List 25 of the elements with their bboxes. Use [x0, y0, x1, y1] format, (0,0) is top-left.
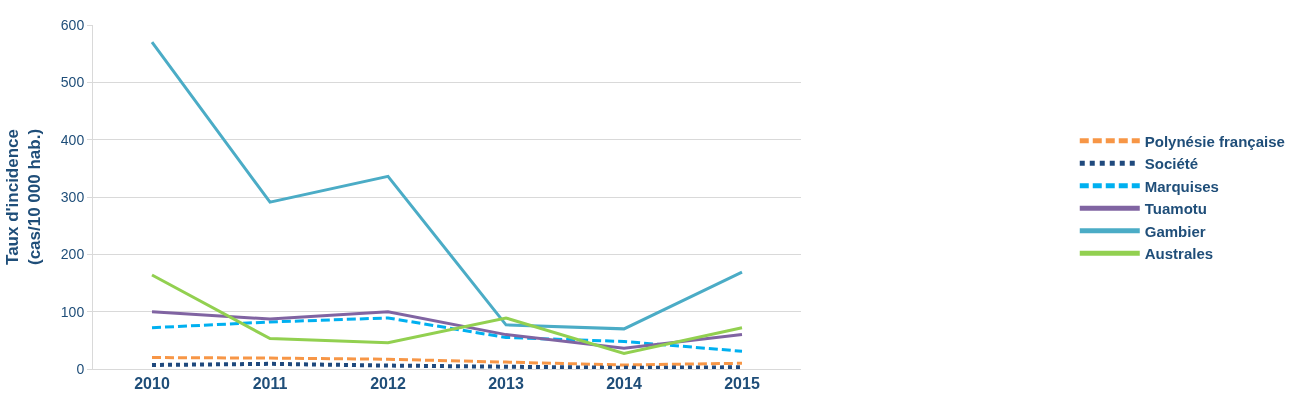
legend-label: Gambier: [1144, 222, 1206, 240]
x-tick-label: 2010: [134, 375, 170, 393]
legend-label: Australes: [1144, 245, 1214, 263]
y-tick-label: 0: [76, 360, 85, 377]
legend-label: Tuamotu: [1144, 200, 1207, 218]
y-tick-label: 400: [60, 131, 85, 148]
line-series: [150, 310, 744, 350]
x-tick-label: 2015: [724, 375, 760, 393]
y-tick-label: 300: [60, 188, 85, 205]
y-axis-title: Taux d'incidence (cas/10 000 hab.): [3, 128, 45, 266]
legend-label: Marquises: [1144, 177, 1219, 195]
x-tick-label: 2011: [252, 375, 288, 393]
line-series: [150, 316, 744, 353]
x-tick-label: 2014: [606, 375, 642, 393]
line-series: [150, 40, 744, 331]
y-tick-label: 500: [60, 74, 85, 91]
y-tick-label: 100: [60, 303, 85, 320]
y-tick-label: 200: [60, 246, 85, 263]
legend-label: Polynésie française: [1144, 132, 1285, 150]
x-tick-label: 2012: [370, 375, 406, 393]
x-tick-label: 2013: [488, 375, 524, 393]
y-tick-label: 600: [60, 16, 85, 33]
legend-label: Société: [1144, 155, 1199, 173]
line-series: [150, 356, 744, 367]
line-series: [150, 273, 744, 356]
